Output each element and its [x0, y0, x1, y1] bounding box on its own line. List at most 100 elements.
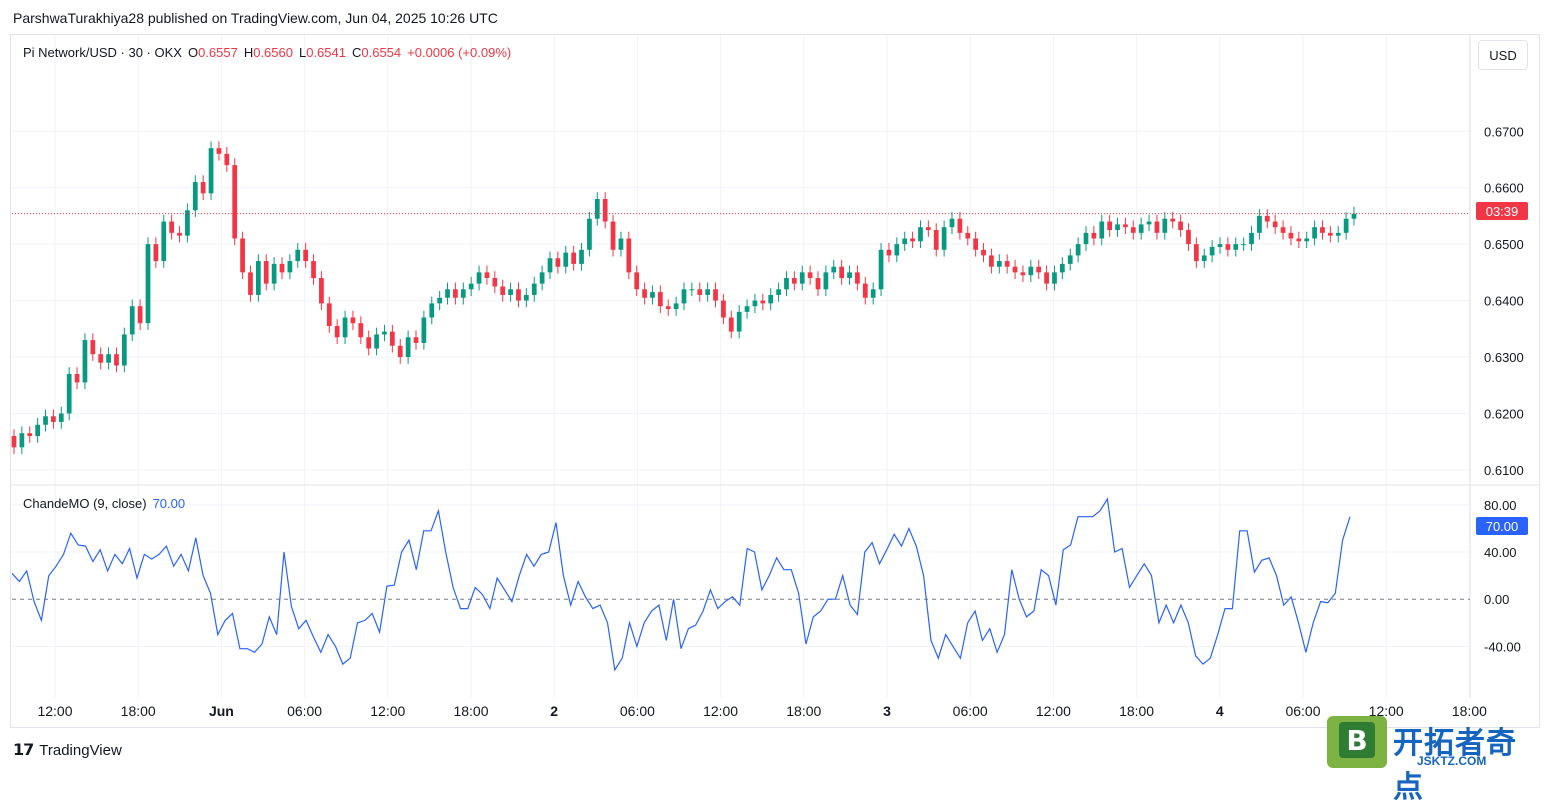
candle-body — [114, 354, 119, 366]
candle-body — [413, 337, 419, 343]
candle-body — [594, 198, 600, 219]
candle-body — [389, 331, 395, 346]
candle-body — [1186, 230, 1191, 245]
high-label: H — [243, 45, 254, 60]
candle-body — [500, 286, 506, 295]
candle-body — [342, 317, 348, 338]
candle-body — [208, 148, 214, 194]
candle-body — [98, 354, 104, 363]
candle-body — [870, 289, 876, 298]
close-value: 0.6554 — [361, 45, 402, 60]
candle-body — [263, 261, 269, 284]
candle-body — [807, 272, 813, 278]
candle-body — [665, 306, 671, 310]
time-axis-label: 18:00 — [1452, 703, 1487, 719]
candle-body — [216, 148, 222, 154]
candle-body — [681, 289, 687, 304]
candle-body — [1312, 227, 1317, 239]
indicator-name[interactable]: ChandeMO (9, close) — [23, 496, 147, 511]
candle-body — [768, 294, 774, 304]
candle-body — [799, 272, 805, 284]
candle-body — [776, 289, 781, 295]
candle-body — [1272, 221, 1278, 228]
candle-body — [1193, 244, 1199, 262]
candle-body — [350, 317, 356, 324]
candle-body — [1170, 218, 1176, 222]
candle-body — [855, 272, 860, 284]
candle-body — [1123, 224, 1128, 228]
candle-body — [721, 300, 726, 318]
indicator-axis-label: -40.00 — [1484, 639, 1521, 654]
candle-body — [1052, 272, 1057, 284]
price-axis-label: 0.6300 — [1484, 350, 1524, 365]
candle-body — [1327, 232, 1333, 236]
candle-body — [271, 263, 277, 284]
tradingview-label: TradingView — [39, 741, 122, 759]
candle-body — [326, 303, 332, 326]
candle-body — [397, 345, 403, 358]
candle-body — [453, 289, 458, 298]
price-countdown-tag: 03:39 — [1476, 202, 1528, 220]
symbol-legend: Pi Network/USD · 30 · OKX O0.6557 H0.656… — [23, 45, 511, 60]
time-axis-label: Jun — [209, 703, 234, 719]
time-axis-label: 18:00 — [121, 703, 156, 719]
candle-body — [1225, 244, 1231, 250]
candle-body — [1059, 263, 1065, 273]
watermark-url: JSKTZ.COM — [1417, 754, 1487, 768]
symbol-label[interactable]: Pi Network/USD · 30 · OKX — [23, 45, 182, 60]
candle-body — [547, 258, 553, 273]
candle-body — [185, 210, 190, 236]
high-value: 0.6560 — [253, 45, 293, 60]
candle-body — [19, 433, 25, 448]
candle-body — [736, 311, 742, 332]
candle-body — [618, 238, 624, 250]
candle-body — [232, 165, 238, 239]
low-value: 0.6541 — [306, 45, 346, 60]
candle-body — [11, 436, 17, 448]
candle-body — [366, 337, 372, 349]
candle-body — [949, 218, 955, 228]
price-axis-label: 0.6500 — [1484, 237, 1524, 252]
candle-body — [1335, 232, 1341, 236]
candle-body — [121, 334, 127, 366]
candle-body — [579, 249, 584, 264]
candle-body — [602, 198, 608, 222]
candle-body — [66, 373, 72, 414]
candle-body — [784, 278, 789, 290]
candle-body — [82, 340, 88, 383]
time-axis-label: 06:00 — [287, 703, 322, 719]
candle-body — [382, 331, 387, 335]
time-axis-label: 18:00 — [453, 703, 488, 719]
time-axis-label: 18:00 — [786, 703, 821, 719]
candle-body — [839, 266, 845, 278]
time-axis-label: 06:00 — [953, 703, 988, 719]
candle-body — [1107, 221, 1113, 231]
candle-body — [287, 261, 293, 273]
tradingview-icon: 𝟭𝟳 — [13, 742, 34, 759]
candle-body — [1217, 244, 1223, 247]
candle-body — [910, 238, 915, 242]
candle-body — [374, 334, 379, 349]
tradingview-logo[interactable]: 𝟭𝟳 TradingView — [13, 740, 122, 760]
candle-body — [902, 238, 908, 245]
candle-body — [673, 303, 679, 310]
candle-body — [689, 289, 695, 291]
candle-body — [571, 252, 577, 264]
chart-canvas[interactable]: 0.6100 0.6200 0.6300 0.6400 0.6500 0.6600 0.67… — [0, 0, 1553, 772]
candle-body — [153, 244, 159, 262]
candle-body — [1067, 255, 1073, 264]
candle-body — [894, 244, 900, 256]
candle-body — [815, 278, 821, 290]
candle-body — [1351, 213, 1357, 219]
candle-body — [43, 416, 48, 425]
currency-button[interactable]: USD — [1478, 40, 1528, 70]
time-axis-label: 12:00 — [703, 703, 738, 719]
candle-body — [523, 294, 529, 301]
candle-body — [925, 227, 931, 231]
candle-body — [1178, 221, 1183, 231]
candle-body — [1036, 266, 1042, 273]
candle-body — [421, 317, 427, 343]
candle-body — [303, 249, 309, 262]
candle-body — [1138, 224, 1144, 233]
candle-body — [989, 255, 994, 267]
